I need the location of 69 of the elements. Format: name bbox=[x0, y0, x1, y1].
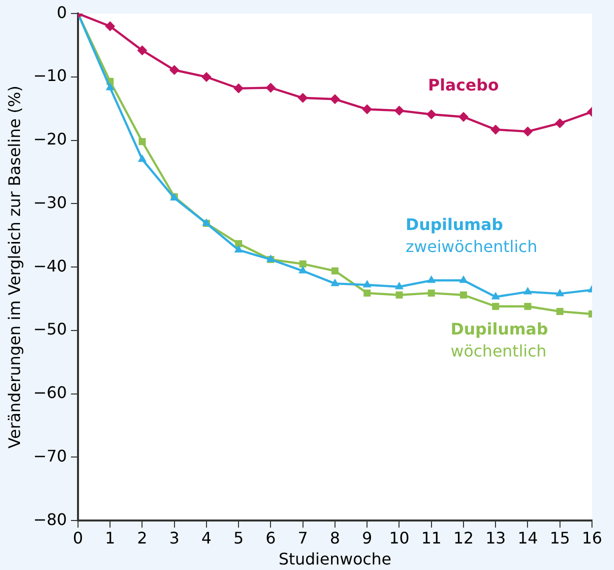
point bbox=[491, 292, 500, 300]
x-tick-label: 13 bbox=[485, 528, 506, 548]
x-tick-label: 7 bbox=[298, 528, 308, 548]
point bbox=[556, 308, 564, 315]
x-axis-title: Studienwoche bbox=[278, 550, 392, 569]
point bbox=[201, 72, 212, 82]
point bbox=[523, 286, 532, 294]
point bbox=[106, 82, 114, 90]
y-tick-label: −30 bbox=[33, 192, 67, 212]
point bbox=[298, 266, 308, 274]
point bbox=[460, 291, 468, 299]
x-tick-label: 12 bbox=[453, 528, 474, 548]
point bbox=[490, 124, 501, 135]
point bbox=[169, 65, 180, 76]
y-tick-label: 0 bbox=[56, 2, 67, 22]
point bbox=[556, 288, 564, 296]
point bbox=[137, 45, 148, 56]
x-tick-label: 6 bbox=[266, 528, 276, 548]
x-tick-label: 1 bbox=[105, 528, 116, 548]
point bbox=[235, 240, 242, 248]
point bbox=[394, 106, 404, 116]
y-tick-label: −40 bbox=[33, 256, 67, 276]
point bbox=[330, 94, 340, 104]
point bbox=[234, 244, 243, 252]
point bbox=[394, 282, 404, 290]
y-axis-title: Veränderungen im Vergleich zur Baseline (%) bbox=[4, 86, 24, 449]
point bbox=[299, 260, 306, 268]
y-tick-label: −80 bbox=[33, 510, 67, 529]
point bbox=[524, 302, 532, 310]
y-tick-label: −20 bbox=[33, 130, 67, 149]
point bbox=[266, 82, 276, 93]
series-label: Dupilumab zweiwöchentlich bbox=[406, 215, 538, 256]
x-tick-label: 4 bbox=[201, 528, 212, 548]
point bbox=[428, 290, 435, 297]
x-tick-label: 14 bbox=[518, 528, 538, 548]
point bbox=[138, 138, 146, 146]
point bbox=[554, 118, 565, 128]
point bbox=[330, 278, 340, 286]
x-tick-label: 11 bbox=[421, 528, 442, 548]
series-label: Dupilumab wöchentlich bbox=[450, 320, 548, 361]
point bbox=[298, 92, 308, 103]
point bbox=[105, 21, 116, 32]
x-tick-label: 5 bbox=[234, 528, 244, 548]
point bbox=[362, 104, 372, 114]
x-tick-label: 10 bbox=[389, 528, 410, 548]
point bbox=[459, 275, 468, 283]
x-tick-label: 16 bbox=[582, 528, 602, 548]
point bbox=[234, 83, 244, 94]
point bbox=[364, 290, 371, 297]
y-tick-label: −50 bbox=[33, 320, 67, 339]
y-tick-label: −60 bbox=[33, 383, 67, 402]
x-tick-label: 2 bbox=[137, 528, 148, 548]
point bbox=[427, 275, 436, 283]
x-tick-label: 9 bbox=[362, 528, 372, 548]
x-tick-label: 0 bbox=[72, 528, 84, 548]
x-tick-label: 3 bbox=[169, 528, 180, 548]
point bbox=[138, 154, 147, 162]
point bbox=[458, 112, 468, 122]
point bbox=[426, 109, 436, 120]
point bbox=[396, 291, 403, 299]
x-tick-label: 15 bbox=[550, 528, 570, 548]
point bbox=[331, 267, 339, 274]
point bbox=[362, 280, 372, 288]
y-tick-label: −10 bbox=[33, 66, 67, 86]
series-label: Placebo bbox=[428, 76, 499, 95]
y-tick-label: −70 bbox=[33, 446, 67, 466]
x-tick-label: 8 bbox=[330, 528, 340, 548]
point bbox=[522, 126, 533, 136]
point bbox=[492, 302, 500, 310]
